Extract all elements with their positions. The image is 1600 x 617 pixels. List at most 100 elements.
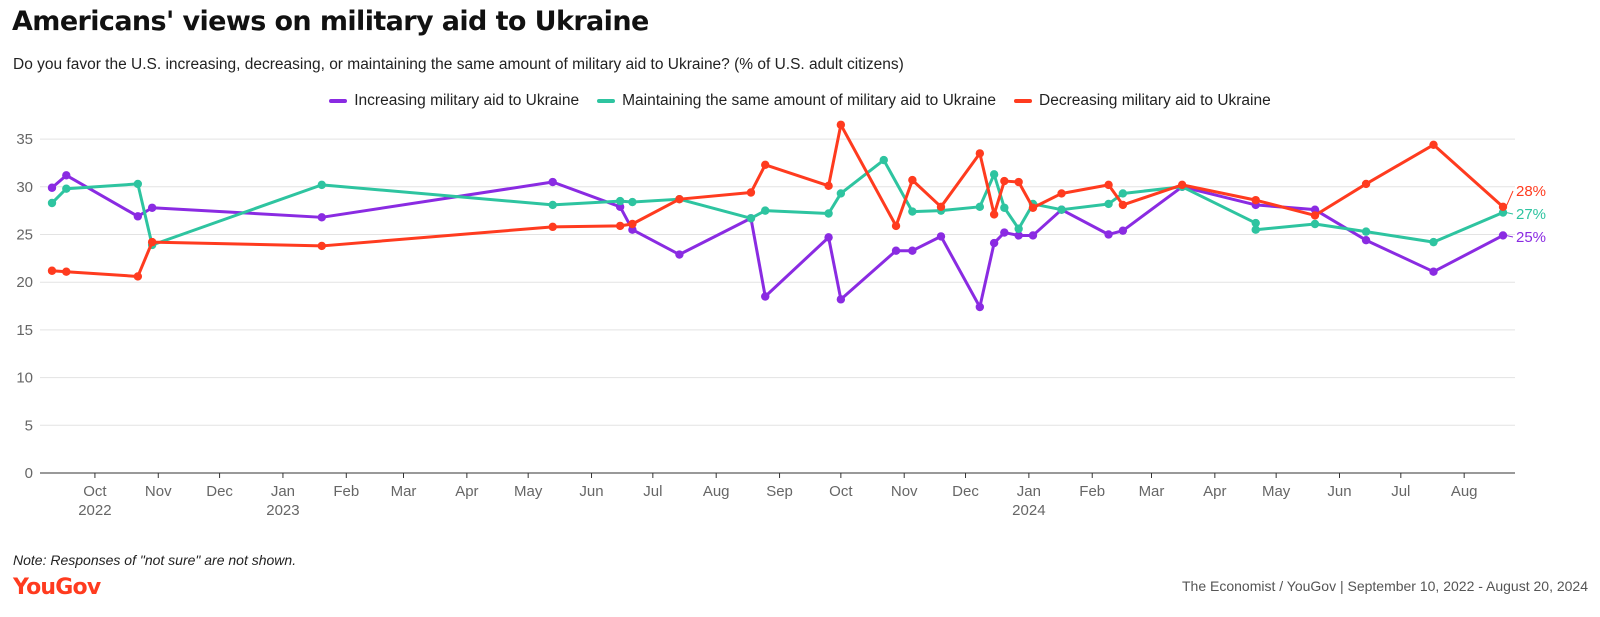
legend-item-maintaining: Maintaining the same amount of military … xyxy=(597,92,996,110)
chart-title: Americans' views on military aid to Ukra… xyxy=(12,6,649,37)
data-point xyxy=(908,207,917,216)
chart-legend: Increasing military aid to Ukraine Maint… xyxy=(0,92,1600,110)
data-point xyxy=(1361,236,1371,245)
data-point xyxy=(62,171,71,180)
footnote: Note: Responses of "not sure" are not sh… xyxy=(13,552,297,568)
data-point xyxy=(891,221,901,231)
x-tick-label: Nov xyxy=(891,483,918,500)
data-point xyxy=(317,213,326,222)
data-point xyxy=(1118,226,1128,235)
data-point xyxy=(1498,231,1508,240)
data-point xyxy=(147,237,157,247)
data-point xyxy=(628,219,637,229)
data-point xyxy=(1014,224,1023,233)
x-tick-label: Jul xyxy=(1391,483,1410,500)
x-tick-label: Sep xyxy=(766,483,793,500)
end-label-leader xyxy=(1505,234,1514,238)
data-point xyxy=(908,246,917,255)
x-tick-label: Dec xyxy=(952,483,979,500)
x-tick-label: Oct xyxy=(83,483,107,500)
data-point xyxy=(1118,200,1128,210)
end-label: 28% xyxy=(1516,183,1546,200)
data-point xyxy=(317,241,326,251)
data-point xyxy=(548,177,557,187)
y-tick-label: 10 xyxy=(16,370,33,387)
data-point xyxy=(1251,195,1260,205)
data-point xyxy=(1000,203,1009,212)
legend-label-increasing: Increasing military aid to Ukraine xyxy=(354,92,580,109)
data-point xyxy=(891,246,901,255)
legend-item-decreasing: Decreasing military aid to Ukraine xyxy=(1014,92,1271,110)
data-point xyxy=(147,203,157,212)
data-point xyxy=(1118,189,1128,198)
data-point xyxy=(908,175,917,185)
data-point xyxy=(615,196,625,206)
data-point xyxy=(1361,179,1371,189)
data-point xyxy=(1057,189,1066,198)
x-tick-label: Jan xyxy=(1017,483,1041,500)
data-point xyxy=(1361,227,1371,236)
x-tick-year-label: 2024 xyxy=(1012,502,1045,519)
data-point xyxy=(1000,176,1009,186)
data-point xyxy=(1014,177,1023,187)
data-point xyxy=(1104,230,1113,239)
end-label-leader xyxy=(1505,212,1514,215)
data-point xyxy=(936,232,946,241)
x-tick-label: Jun xyxy=(579,483,603,500)
data-point xyxy=(1177,180,1187,190)
y-tick-label: 0 xyxy=(25,465,33,482)
data-point xyxy=(761,160,770,170)
data-point xyxy=(133,212,143,221)
y-tick-label: 25 xyxy=(16,226,33,243)
x-tick-label: Mar xyxy=(391,483,417,500)
y-tick-label: 15 xyxy=(16,322,33,339)
data-point xyxy=(1014,231,1023,240)
data-point xyxy=(1251,225,1260,234)
x-tick-label: May xyxy=(1262,483,1291,500)
data-point xyxy=(746,214,756,223)
data-point xyxy=(879,155,888,165)
data-point xyxy=(989,238,999,248)
data-point xyxy=(1028,231,1038,240)
series-line xyxy=(50,158,1505,247)
data-point xyxy=(1310,219,1320,229)
data-point xyxy=(1057,205,1066,214)
data-point xyxy=(548,222,557,232)
data-point xyxy=(746,188,756,197)
legend-swatch-maintaining xyxy=(597,99,616,103)
line-chart: 0 5 10 15 20 25 30 35 Oct 2022 Nov Dec Jan 2023 Feb Mar… xyxy=(16,120,1546,519)
data-point xyxy=(628,197,637,207)
y-tick-label: 30 xyxy=(16,179,33,196)
end-label: 25% xyxy=(1516,229,1546,246)
data-point xyxy=(836,189,846,198)
legend-label-maintaining: Maintaining the same amount of military … xyxy=(622,92,996,109)
chart-subtitle: Do you favor the U.S. increasing, decrea… xyxy=(13,56,904,73)
end-label: 27% xyxy=(1516,206,1546,223)
data-point xyxy=(824,181,833,191)
data-point xyxy=(1498,202,1508,212)
data-point xyxy=(975,302,985,312)
x-tick-label: Apr xyxy=(455,483,478,500)
data-point xyxy=(1429,237,1438,247)
end-label-leader xyxy=(1505,190,1514,208)
data-point xyxy=(1251,218,1260,228)
data-point xyxy=(47,183,57,192)
data-point xyxy=(936,202,946,212)
x-tick-label: Oct xyxy=(829,483,853,500)
data-point xyxy=(1104,180,1113,190)
x-tick-label: Aug xyxy=(1451,483,1478,500)
data-point xyxy=(1104,199,1113,209)
data-point xyxy=(133,272,143,281)
y-tick-label: 35 xyxy=(16,131,33,148)
data-point xyxy=(989,210,999,219)
x-tick-label: Jul xyxy=(643,483,662,500)
data-point xyxy=(975,202,985,212)
x-tick-label: May xyxy=(514,483,543,500)
data-point xyxy=(548,200,557,210)
legend-item-increasing: Increasing military aid to Ukraine xyxy=(329,92,579,110)
x-tick-label: Feb xyxy=(1079,483,1105,500)
legend-swatch-decreasing xyxy=(1014,99,1032,103)
x-tick-label: Aug xyxy=(703,483,730,500)
x-tick-label: Jun xyxy=(1327,483,1351,500)
data-point xyxy=(133,179,143,189)
